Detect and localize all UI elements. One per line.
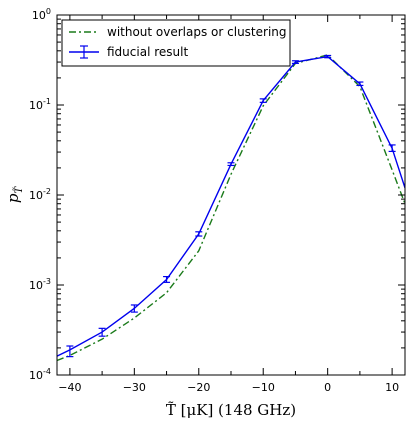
- y-axis-label: pT̃: [4, 186, 25, 204]
- x-tick-label: −40: [58, 381, 81, 394]
- y-tick-label-base: 10: [32, 9, 46, 22]
- y-axis-label-main: p: [4, 193, 22, 203]
- x-tick-label: −10: [252, 381, 275, 394]
- y-tick-label: 10-3: [29, 277, 51, 292]
- y-tick-label: 10-2: [29, 187, 51, 202]
- y-tick-label: 10-4: [29, 367, 51, 382]
- series-fiducial-line: [57, 55, 405, 357]
- series-layer: [57, 54, 405, 362]
- legend-swatch-fiducial: [69, 45, 99, 59]
- y-tick-label-exponent: -1: [43, 97, 51, 106]
- y-tick-label-base: 10: [29, 189, 43, 202]
- legend-entry-without-overlaps: without overlaps or clustering: [107, 25, 287, 39]
- y-tick-label: 10-1: [29, 97, 51, 112]
- x-tick-label: 0: [324, 381, 331, 394]
- y-tick-label-exponent: 0: [46, 7, 51, 16]
- x-axis-label: T̃ [μK] (148 GHz): [166, 401, 296, 419]
- y-tick-label-exponent: -2: [43, 187, 51, 196]
- legend-entry-fiducial: fiducial result: [107, 45, 188, 59]
- y-tick-label: 100: [32, 7, 51, 22]
- legend-box: [61, 19, 291, 67]
- x-tick-label: 10: [385, 381, 399, 394]
- plot-frame: [56, 14, 406, 376]
- x-tick-label: −20: [187, 381, 210, 394]
- y-tick-label-exponent: -3: [43, 277, 51, 286]
- legend: without overlaps or clustering fiducial …: [61, 19, 291, 67]
- y-tick-label-base: 10: [29, 369, 43, 382]
- y-tick-label-base: 10: [29, 99, 43, 112]
- y-axis-label-subscript: T̃: [13, 186, 25, 194]
- x-tick-label: −30: [123, 381, 146, 394]
- y-tick-label-exponent: -4: [43, 367, 51, 376]
- series-without-overlaps-line: [57, 54, 405, 362]
- y-tick-label-base: 10: [29, 279, 43, 292]
